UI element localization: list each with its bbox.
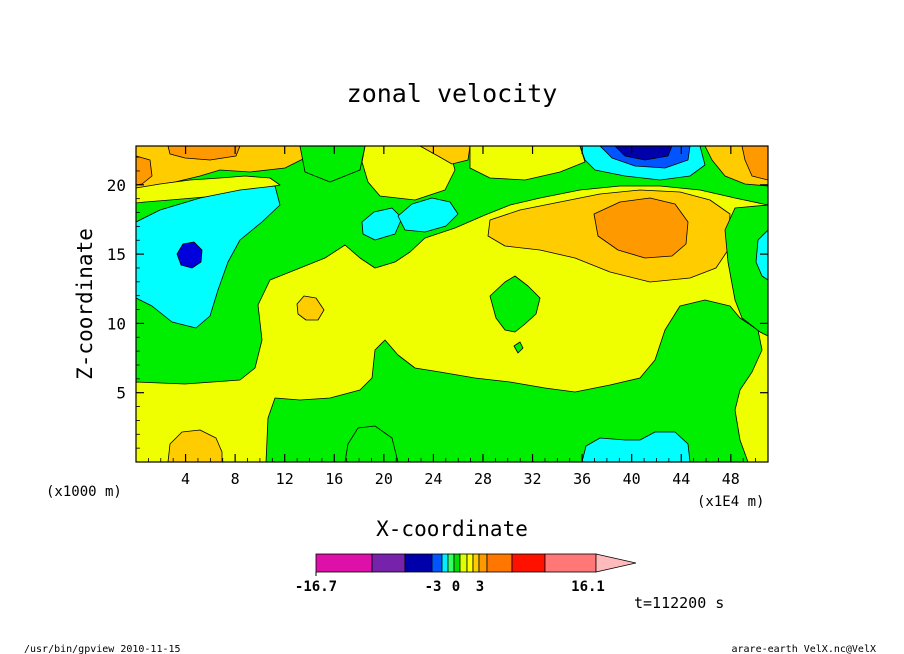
x-unit-right: (x1E4 m)	[697, 494, 764, 510]
region-top-yellow-left	[136, 175, 281, 204]
colorbar-swatch	[453, 553, 461, 573]
colorbar-arrow	[595, 553, 637, 573]
region-green-hole	[489, 275, 541, 333]
region-top-green-gap	[299, 146, 366, 183]
y-axis: 5 10 15 20	[107, 156, 768, 449]
colorbar-swatch	[459, 553, 468, 573]
x-tick-label: 44	[672, 470, 690, 488]
region-bottom-cyan	[581, 431, 691, 462]
region-right-core	[614, 146, 673, 161]
x-tick-label: 8	[231, 470, 240, 488]
colorbar-mid-label-neg: -3	[425, 579, 442, 595]
colorbar-min-label: -16.7	[295, 579, 337, 595]
footer-left: /usr/bin/gpview 2010-11-15	[24, 644, 181, 654]
region-bottom-green-hump	[344, 425, 399, 462]
region-right-green-edge	[724, 204, 768, 337]
colorbar-swatch	[472, 553, 480, 573]
region-left-cyan	[136, 185, 281, 329]
y-axis-title: Z-coordinate	[73, 228, 97, 380]
colorbar-swatch	[466, 553, 474, 573]
plot-frame	[135, 145, 769, 463]
colorbar-swatch	[511, 553, 546, 573]
x-tick-label: 16	[325, 470, 343, 488]
colorbar-swatch	[431, 553, 443, 573]
colorbar-swatch	[441, 553, 449, 573]
colorbar-max-label: 16.1	[571, 579, 605, 595]
x-tick-label: 24	[424, 470, 442, 488]
x-tick-label: 28	[474, 470, 492, 488]
colorbar-swatch	[544, 553, 597, 573]
colorbar-swatch	[404, 553, 433, 573]
region-green-dot	[513, 341, 524, 354]
region-bottom-orange	[167, 429, 223, 462]
x-tick-label: 36	[573, 470, 591, 488]
chart-title: zonal velocity	[347, 79, 558, 108]
region-right-top-darkorange	[741, 146, 768, 181]
x-tick-label: 12	[276, 470, 294, 488]
colorbar-mid-label-pos: 3	[476, 579, 484, 595]
footer-right: arare-earth_VelX.nc@VelX	[732, 644, 877, 654]
time-label: t=112200 s	[634, 594, 724, 612]
region-left-blue-core	[176, 241, 203, 269]
y-tick-label: 15	[107, 245, 126, 264]
region-top-orange-centre	[419, 146, 471, 165]
region-centre-cyan-2	[397, 197, 459, 233]
y-tick-label: 5	[116, 384, 126, 403]
x-tick-label: 20	[375, 470, 393, 488]
colorbar-swatch	[371, 553, 406, 573]
colorbar-swatch	[478, 553, 488, 573]
x-tick-label: 4	[181, 470, 190, 488]
y-tick-label: 10	[107, 314, 126, 333]
colorbar	[315, 553, 637, 576]
x-axis: 4 8 12 16 20 24 28 32 36 40 44 48	[147, 146, 757, 488]
region-corner-orange	[136, 155, 153, 186]
region-centre-cyan	[361, 207, 403, 241]
x-unit-left: (x1000 m)	[46, 484, 122, 500]
colorbar-swatch	[447, 553, 455, 573]
colorbar-swatch	[486, 553, 513, 573]
region-right-cyan-edge	[755, 229, 768, 281]
x-tick-label: 32	[524, 470, 542, 488]
plot-area	[136, 146, 768, 462]
x-tick-label: 48	[722, 470, 740, 488]
x-axis-title: X-coordinate	[376, 517, 528, 541]
region-orange-small	[296, 295, 325, 321]
y-tick-label: 20	[107, 176, 126, 195]
x-tick-label: 40	[623, 470, 641, 488]
colorbar-swatch	[315, 553, 373, 573]
region-orange-max	[593, 197, 689, 259]
colorbar-mid-label-zero: 0	[452, 579, 460, 595]
